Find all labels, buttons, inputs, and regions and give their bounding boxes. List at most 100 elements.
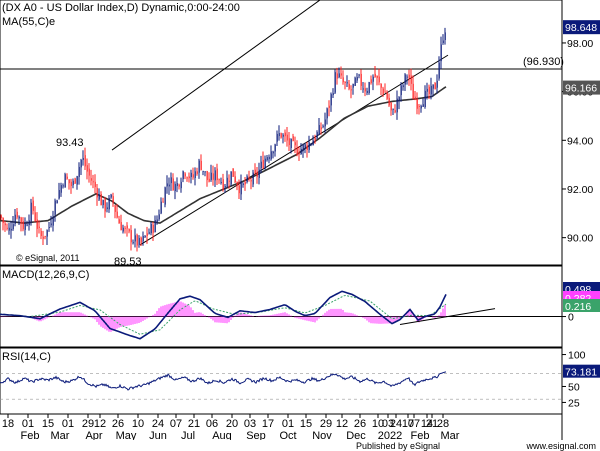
candle-body [238,185,240,194]
candle-body [336,73,338,79]
candle-body [366,90,368,93]
candle-body [404,74,406,85]
candle-body [84,155,86,167]
rsi-tick-label: 100 [568,350,586,362]
candle-body [356,77,358,81]
candle-body [264,158,266,169]
candle-body [208,178,210,182]
rsi-value-label: 73.181 [565,367,597,379]
candle-body [46,230,48,237]
price-annotation: 89.53 [114,256,142,268]
candle-body [0,215,2,219]
candle-body [314,137,316,141]
candle-body [144,235,146,237]
x-day-label: 29 [82,418,94,430]
candle-body [72,180,74,186]
candle-body [166,183,168,187]
candle-body [424,90,426,108]
candle-body [214,170,216,181]
candle-body [168,184,170,187]
candle-body [136,234,138,246]
candle-body [128,229,130,232]
candle-body [142,236,144,242]
candle-body [444,32,446,41]
candle-body [22,221,24,230]
candle-body [146,233,148,236]
rsi-title: RSI(14,C) [2,351,51,363]
candle-body [206,171,208,181]
candle-body [80,159,82,168]
candle-body [66,176,68,179]
x-month-label: Feb [411,430,430,442]
candle-body [70,181,72,186]
candle-body [44,235,46,237]
candle-body [232,168,234,177]
x-day-label: 01 [62,418,74,430]
candle-body [364,88,366,92]
candle-body [170,177,172,184]
resistance-label: (96.930) [523,56,564,68]
candle-body [272,151,274,154]
candle-body [90,178,92,181]
candle-body [354,77,356,86]
candle-body [428,86,430,94]
x-day-label: 12 [336,418,348,430]
candle-body [252,172,254,185]
candle-body [266,157,268,161]
macd-value-label: 0.216 [565,301,591,313]
candle-body [20,217,22,224]
candle-body [438,62,440,79]
rsi-value-box [563,364,600,378]
candle-body [28,220,30,226]
candle-body [268,156,270,160]
candle-body [258,169,260,178]
candle-body [160,201,162,214]
candle-body [98,194,100,200]
candle-body [326,108,328,119]
candle-body [274,144,276,152]
x-month-label: Aug [212,430,232,442]
x-month-label: Dec [346,430,366,442]
candle-body [348,83,350,89]
candle-body [296,147,298,156]
candle-body [10,228,12,231]
x-day-label: 24 [152,418,164,430]
price-annotation: 93.43 [56,137,84,149]
candle-body [360,73,362,86]
candle-body [394,110,396,113]
ma-value-box [563,80,600,95]
candle-body [398,97,400,102]
candle-body [16,211,18,218]
candle-body [186,177,188,179]
candle-body [442,40,444,44]
candle-body [358,74,360,76]
candle-body [210,172,212,180]
candle-body [416,98,418,109]
x-day-label: 15 [42,418,54,430]
x-day-label: 21 [188,418,200,430]
candle-body [202,170,204,172]
candle-body [94,181,96,188]
candle-body [304,144,306,148]
x-day-label: 18 [2,418,14,430]
candle-body [34,212,36,222]
candle-body [236,182,238,186]
x-day-label: 20 [226,418,238,430]
candle-body [228,180,230,182]
x-month-label: Sep [246,430,266,442]
candle-body [112,196,114,203]
macd-lines [0,290,496,340]
candle-body [278,133,280,137]
site-link[interactable]: www.esignal.com [525,441,596,451]
candle-body [212,173,214,180]
candle-body [298,153,300,155]
candle-body [86,165,88,172]
candle-body [250,180,252,182]
candle-body [196,171,198,174]
candle-body [8,227,10,231]
candle-body [38,226,40,228]
candle-body [42,236,44,239]
candle-body [338,73,340,78]
